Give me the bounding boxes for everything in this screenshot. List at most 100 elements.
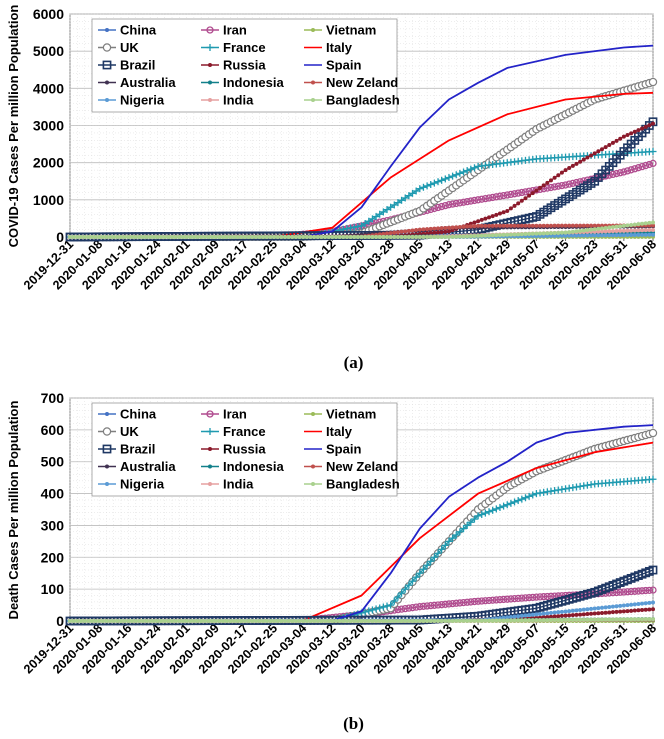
legend-box xyxy=(91,402,398,497)
data-point xyxy=(548,614,553,619)
data-point xyxy=(589,227,594,232)
data-point xyxy=(191,234,196,239)
data-point xyxy=(363,619,368,623)
data-point xyxy=(614,617,619,622)
data-point xyxy=(610,140,615,145)
data-point xyxy=(463,598,471,606)
data-point xyxy=(545,615,550,620)
data-point xyxy=(481,194,490,203)
data-point xyxy=(140,234,145,239)
data-point xyxy=(290,234,295,239)
data-point xyxy=(427,601,435,610)
data-point xyxy=(629,223,634,228)
legend-swatch-marker xyxy=(208,80,212,85)
data-point xyxy=(581,223,586,228)
data-point xyxy=(541,223,546,228)
data-point xyxy=(494,233,499,238)
data-point xyxy=(603,145,608,150)
data-point xyxy=(385,619,390,623)
data-point xyxy=(459,598,468,607)
data-point xyxy=(521,594,530,602)
data-point xyxy=(530,223,535,228)
data-point xyxy=(479,618,484,623)
data-point xyxy=(499,595,508,604)
data-point xyxy=(640,617,645,622)
data-point xyxy=(516,223,521,228)
data-point xyxy=(574,161,579,166)
data-point xyxy=(508,615,513,620)
data-point xyxy=(563,617,568,622)
data-point xyxy=(550,183,559,191)
legend-swatch-marker xyxy=(311,28,315,32)
data-point xyxy=(585,617,590,622)
y-tick-label: 0 xyxy=(56,229,64,245)
data-point xyxy=(589,223,594,228)
data-point xyxy=(556,230,561,235)
legend: China Iran Vietnam UK France Italy Brazil Russi… xyxy=(91,18,400,113)
data-point xyxy=(607,617,612,622)
data-point xyxy=(496,192,504,200)
data-point xyxy=(570,613,575,618)
data-point xyxy=(474,196,482,204)
data-point xyxy=(505,615,510,620)
data-point xyxy=(93,234,98,239)
data-point xyxy=(631,165,639,173)
data-point xyxy=(195,234,200,239)
data-point xyxy=(607,225,612,230)
data-point xyxy=(239,234,244,239)
data-point xyxy=(508,223,513,228)
data-point xyxy=(452,199,460,208)
data-point xyxy=(634,164,643,172)
data-point xyxy=(470,196,479,205)
data-point xyxy=(461,618,466,623)
data-point xyxy=(151,234,156,239)
y-tick-label: 2000 xyxy=(33,155,64,171)
data-point xyxy=(323,234,328,239)
data-point xyxy=(559,230,564,235)
data-point xyxy=(507,190,515,199)
data-point xyxy=(651,607,655,612)
data-point xyxy=(394,606,402,614)
data-point xyxy=(563,233,568,238)
data-point xyxy=(610,610,615,615)
data-point xyxy=(97,619,102,623)
data-point xyxy=(456,199,464,207)
legend-entry: Russia xyxy=(223,442,266,457)
data-point xyxy=(545,231,550,236)
data-point xyxy=(355,619,360,623)
data-point xyxy=(388,619,393,623)
data-point xyxy=(385,231,390,236)
data-point xyxy=(620,588,628,596)
legend-swatch-marker xyxy=(105,412,109,416)
data-point xyxy=(86,619,91,623)
data-point xyxy=(497,618,502,623)
data-point xyxy=(623,167,632,175)
data-point xyxy=(596,606,601,611)
data-point xyxy=(567,617,572,622)
data-point xyxy=(596,617,601,622)
series-line xyxy=(69,424,654,622)
data-point xyxy=(616,169,624,177)
data-point xyxy=(250,619,255,623)
data-point xyxy=(446,619,451,623)
data-point xyxy=(221,619,226,623)
data-point xyxy=(618,617,623,622)
data-point xyxy=(512,614,517,619)
data-point xyxy=(494,223,499,228)
data-point xyxy=(399,229,404,234)
data-point xyxy=(592,606,597,611)
data-point xyxy=(501,618,506,623)
legend-entry: Australia xyxy=(120,75,176,90)
data-point xyxy=(217,234,222,239)
data-point xyxy=(494,618,499,623)
data-point xyxy=(618,224,623,229)
data-point xyxy=(119,619,124,623)
data-point xyxy=(567,613,572,618)
data-point xyxy=(623,588,632,596)
y-tick-label: 5000 xyxy=(33,43,64,59)
legend-entry: UK xyxy=(120,424,139,439)
data-point xyxy=(627,587,635,596)
data-point xyxy=(629,233,634,238)
data-point xyxy=(272,619,277,623)
data-point xyxy=(563,609,568,614)
